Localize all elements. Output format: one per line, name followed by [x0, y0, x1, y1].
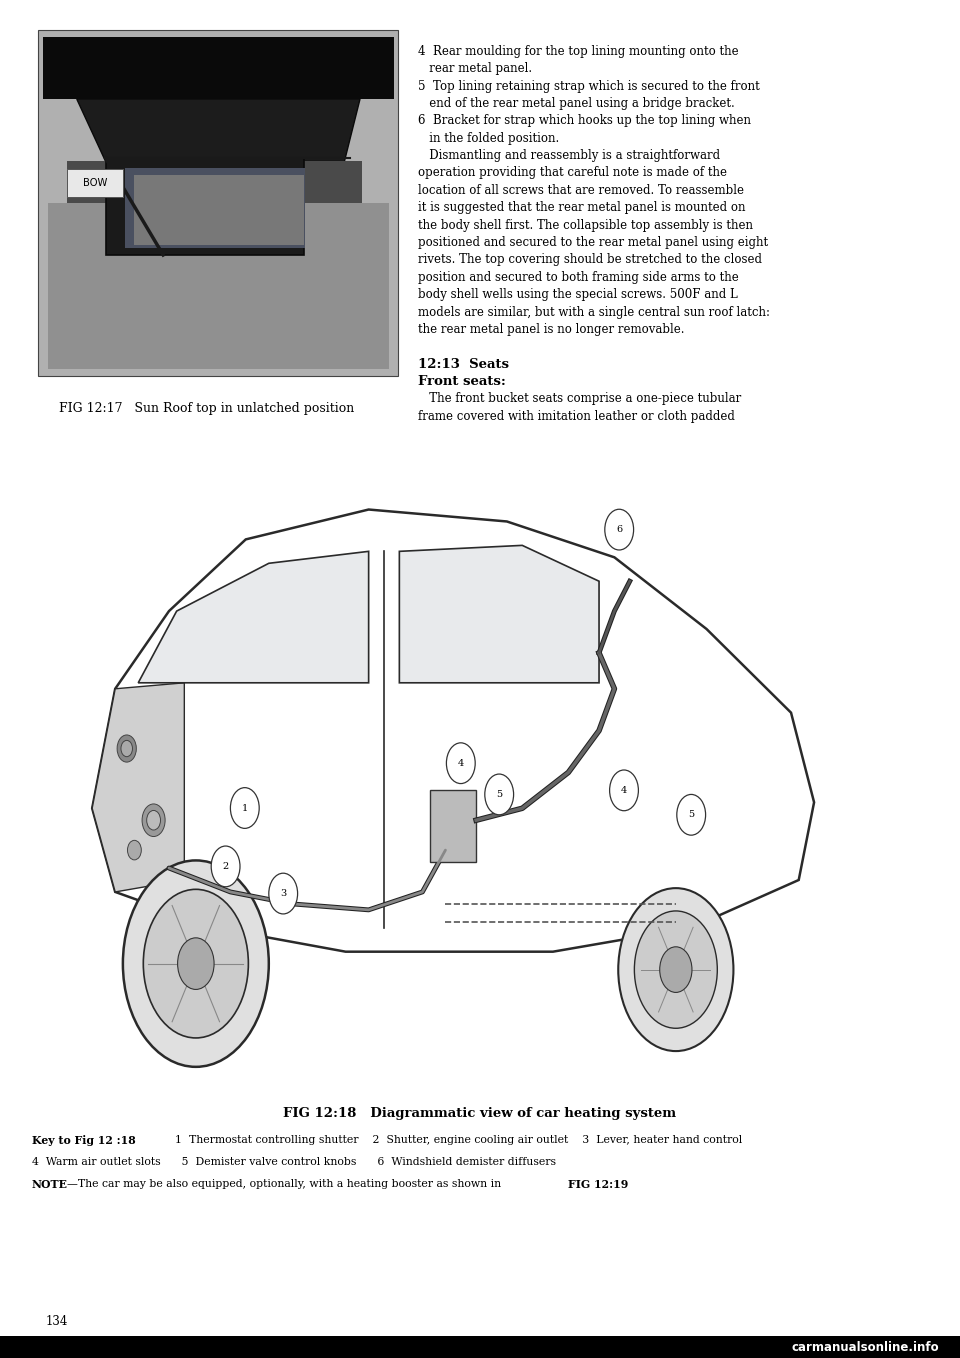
Text: it is suggested that the rear metal panel is mounted on: it is suggested that the rear metal pane…	[418, 201, 745, 215]
Text: operation providing that careful note is made of the: operation providing that careful note is…	[418, 167, 727, 179]
Circle shape	[269, 873, 298, 914]
Circle shape	[605, 509, 634, 550]
Text: in the folded position.: in the folded position.	[418, 132, 559, 145]
Bar	[106, 158, 303, 255]
Text: NOTE: NOTE	[32, 1179, 67, 1190]
Text: 12:13  Seats: 12:13 Seats	[418, 357, 509, 371]
Circle shape	[123, 861, 269, 1067]
Circle shape	[677, 794, 706, 835]
Bar	[0, 1336, 960, 1358]
Polygon shape	[430, 790, 476, 862]
Bar	[125, 168, 305, 249]
Bar	[48, 204, 389, 369]
Circle shape	[446, 743, 475, 784]
Circle shape	[128, 841, 141, 860]
Polygon shape	[399, 546, 599, 683]
Circle shape	[635, 911, 717, 1028]
Circle shape	[230, 788, 259, 828]
Text: location of all screws that are removed. To reassemble: location of all screws that are removed.…	[418, 183, 744, 197]
Polygon shape	[92, 509, 814, 952]
Text: BOW: BOW	[83, 178, 108, 187]
Text: FIG 12:19: FIG 12:19	[568, 1179, 629, 1190]
Polygon shape	[138, 551, 369, 683]
Text: 3: 3	[280, 889, 286, 898]
Circle shape	[143, 889, 249, 1038]
Text: Key to Fig 12 :18: Key to Fig 12 :18	[32, 1135, 135, 1146]
Circle shape	[178, 938, 214, 990]
Text: 5: 5	[688, 811, 694, 819]
Bar	[38, 30, 398, 376]
Text: end of the rear metal panel using a bridge bracket.: end of the rear metal panel using a brid…	[418, 96, 734, 110]
Text: carmanualsonline.info: carmanualsonline.info	[791, 1340, 939, 1354]
Circle shape	[660, 947, 692, 993]
Circle shape	[211, 846, 240, 887]
Text: 4: 4	[458, 759, 464, 767]
Circle shape	[142, 804, 165, 837]
Text: the body shell first. The collapsible top assembly is then: the body shell first. The collapsible to…	[418, 219, 753, 232]
Text: 1  Thermostat controlling shutter    2  Shutter, engine cooling air outlet    3 : 1 Thermostat controlling shutter 2 Shutt…	[161, 1135, 742, 1145]
Text: 4  Rear moulding for the top lining mounting onto the: 4 Rear moulding for the top lining mount…	[418, 45, 738, 58]
Text: frame covered with imitation leather or cloth padded: frame covered with imitation leather or …	[418, 410, 734, 422]
Bar	[43, 37, 394, 99]
Text: 2: 2	[223, 862, 228, 870]
Circle shape	[117, 735, 136, 762]
Circle shape	[147, 811, 160, 830]
Circle shape	[121, 740, 132, 756]
Text: 4: 4	[621, 786, 627, 794]
Text: FIG 12:18   Diagrammatic view of car heating system: FIG 12:18 Diagrammatic view of car heati…	[283, 1107, 677, 1120]
Text: models are similar, but with a single central sun roof latch:: models are similar, but with a single ce…	[418, 306, 770, 319]
Circle shape	[618, 888, 733, 1051]
Text: 4  Warm air outlet slots      5  Demister valve control knobs      6  Windshield: 4 Warm air outlet slots 5 Demister valve…	[32, 1157, 556, 1167]
Bar	[134, 175, 303, 244]
Text: Front seats:: Front seats:	[418, 375, 506, 388]
Text: 5  Top lining retaining strap which is secured to the front: 5 Top lining retaining strap which is se…	[418, 80, 759, 92]
FancyBboxPatch shape	[67, 170, 123, 197]
Text: positioned and secured to the rear metal panel using eight: positioned and secured to the rear metal…	[418, 236, 768, 249]
Text: 6: 6	[616, 526, 622, 534]
Text: 6  Bracket for strap which hooks up the top lining when: 6 Bracket for strap which hooks up the t…	[418, 114, 751, 128]
Polygon shape	[92, 683, 184, 892]
Text: position and secured to both framing side arms to the: position and secured to both framing sid…	[418, 270, 738, 284]
Text: Dismantling and reassembly is a straightforward: Dismantling and reassembly is a straight…	[418, 149, 720, 162]
Text: rear metal panel.: rear metal panel.	[418, 62, 532, 75]
Text: The front bucket seats comprise a one-piece tubular: The front bucket seats comprise a one-pi…	[418, 392, 741, 406]
Text: body shell wells using the special screws. 500F and L: body shell wells using the special screw…	[418, 288, 737, 301]
Polygon shape	[77, 99, 360, 162]
Circle shape	[485, 774, 514, 815]
Text: 134: 134	[46, 1315, 68, 1328]
Text: the rear metal panel is no longer removable.: the rear metal panel is no longer remova…	[418, 323, 684, 335]
Text: rivets. The top covering should be stretched to the closed: rivets. The top covering should be stret…	[418, 254, 761, 266]
Bar	[67, 162, 362, 202]
Text: 5: 5	[496, 790, 502, 799]
Circle shape	[610, 770, 638, 811]
Text: FIG 12:17   Sun Roof top in unlatched position: FIG 12:17 Sun Roof top in unlatched posi…	[59, 402, 354, 416]
Text: —The car may be also equipped, optionally, with a heating booster as shown in: —The car may be also equipped, optionall…	[67, 1179, 505, 1188]
Text: 1: 1	[242, 804, 248, 812]
